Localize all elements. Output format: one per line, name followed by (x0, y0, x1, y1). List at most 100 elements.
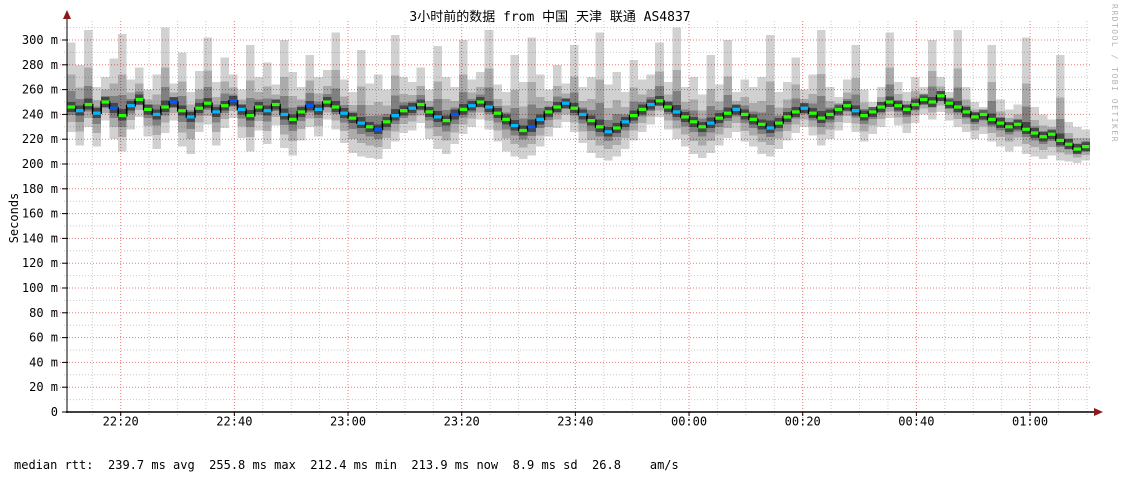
median-segment (1047, 132, 1056, 136)
y-tick-label: 200 m (22, 157, 58, 171)
smoke-column (237, 89, 247, 138)
smoke-column (766, 35, 775, 157)
smoke-column (595, 103, 605, 137)
median-segment (954, 105, 962, 109)
median-segment (331, 105, 340, 109)
median-segment (348, 116, 357, 120)
smoke-column (390, 75, 400, 132)
median-segment (263, 109, 272, 113)
median-segment (468, 104, 476, 108)
smoke-column (953, 30, 963, 127)
median-segment (408, 106, 417, 110)
median-segment (723, 111, 732, 115)
median-segment (289, 117, 297, 121)
smoke-column (348, 111, 357, 130)
y-tick-label: 0 (51, 405, 58, 419)
smoke-column (783, 82, 792, 141)
x-tick-label: 01:00 (1012, 415, 1048, 429)
median-segment (962, 110, 971, 114)
smoke-column (118, 95, 127, 128)
median-segment (229, 99, 238, 103)
smoke-column (459, 74, 468, 125)
smoke-column (1047, 119, 1056, 156)
median-segment (766, 126, 775, 130)
median-segment (297, 110, 306, 114)
median-segment (596, 125, 604, 129)
smoke-column (1055, 97, 1065, 153)
smoke-column (390, 35, 400, 142)
median-segment (757, 122, 766, 126)
median-segment (868, 110, 877, 114)
smoke-column (433, 81, 443, 137)
median-segment (911, 102, 920, 107)
x-tick-label: 23:40 (557, 415, 593, 429)
median-segment (459, 107, 468, 111)
median-segment (851, 109, 860, 113)
smoke-column (552, 85, 562, 120)
smoke-column (587, 77, 596, 153)
median-segment (1022, 127, 1030, 131)
smoke-column (322, 69, 332, 120)
median-segment (75, 109, 84, 113)
smoke-column (433, 46, 443, 150)
x-tick-label: 23:00 (330, 415, 366, 429)
smoke-column (987, 100, 997, 127)
smoke-column (740, 79, 749, 142)
smoke-column (356, 104, 366, 134)
x-tick-label: 22:20 (103, 415, 139, 429)
y-tick-label: 160 m (22, 207, 58, 221)
smoke-column (510, 90, 519, 145)
smoke-column (365, 83, 374, 158)
median-segment (621, 120, 630, 124)
median-segment (732, 107, 741, 111)
smoke-column (237, 99, 247, 127)
median-segment (937, 94, 945, 98)
smoke-column (749, 87, 758, 147)
smoke-column (569, 76, 579, 123)
smoke-column (757, 100, 767, 143)
smoke-column (84, 30, 93, 127)
median-segment (314, 107, 323, 111)
smoke-column (101, 77, 110, 121)
median-segment (706, 121, 715, 125)
smoke-column (885, 84, 894, 108)
smoke-column (501, 105, 511, 139)
median-segment (391, 114, 399, 118)
smoke-column (706, 54, 715, 153)
smoke-column (399, 77, 408, 133)
smoke-column (910, 77, 920, 124)
smoke-column (817, 30, 826, 146)
smoke-column (1081, 129, 1090, 161)
smoke-column (791, 84, 801, 125)
smoke-column (263, 86, 272, 131)
smoke-column (962, 87, 971, 132)
smoke-column (808, 74, 818, 136)
median-segment (178, 109, 186, 113)
smoke-column (322, 85, 332, 113)
smoke-column (425, 89, 434, 140)
smoke-column (791, 98, 801, 119)
smoke-column (893, 82, 903, 126)
smoke-column (476, 72, 485, 120)
median-segment (604, 130, 613, 134)
median-segment (919, 97, 928, 102)
median-line (67, 94, 1090, 151)
smoke-column (766, 104, 775, 138)
smoke-column (604, 108, 613, 149)
smoke-column (84, 67, 93, 118)
median-step-path (67, 95, 1090, 150)
smoke-column (177, 52, 187, 147)
median-segment (681, 115, 689, 119)
median-segment (220, 104, 229, 108)
smoke-column (552, 96, 562, 114)
median-segment (783, 115, 792, 119)
median-segment (834, 107, 843, 111)
smoke-column (356, 86, 366, 144)
smoke-column (280, 77, 289, 135)
smoke-column (467, 79, 477, 127)
median-segment (476, 100, 485, 104)
smoke-column (851, 44, 860, 132)
smoke-column (757, 77, 767, 155)
smoke-column (595, 32, 605, 158)
smoke-column (203, 37, 212, 125)
